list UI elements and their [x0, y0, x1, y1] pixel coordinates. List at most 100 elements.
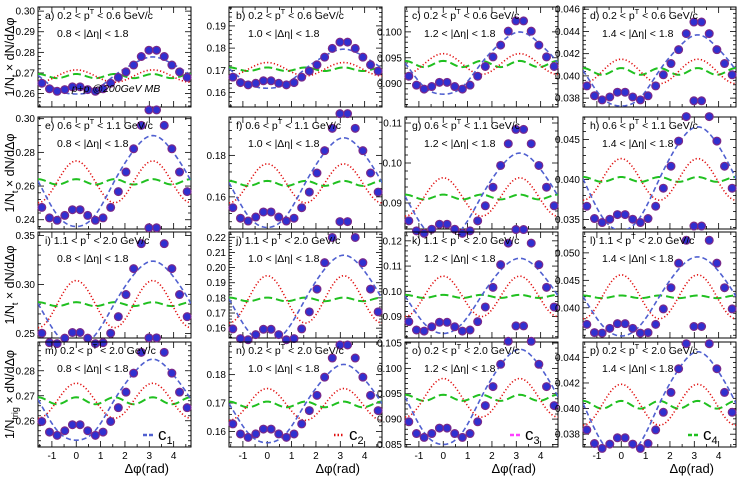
data-point	[597, 443, 607, 453]
eta-range-label: 1.0 < |Δη| < 1.8	[248, 138, 320, 150]
data-point	[37, 328, 47, 338]
data-point	[251, 429, 261, 439]
data-point	[297, 203, 307, 213]
data-point	[427, 224, 437, 234]
data-point	[689, 221, 699, 231]
data-point	[411, 325, 421, 335]
data-point	[434, 317, 444, 327]
panel-j: 0.16 0.17 0.18 0.19 0.20 0.21 0.22 j) 1.1 < pT …	[207, 217, 383, 345]
data-point	[651, 81, 661, 91]
data-point	[281, 216, 291, 226]
y-tick-label: 0.045	[555, 135, 580, 146]
curve-group	[583, 350, 736, 447]
panel-frame	[582, 116, 737, 230]
data-point	[327, 43, 337, 53]
data-point	[37, 416, 47, 426]
data-point	[643, 91, 653, 101]
pt-range-label: i) 1.1 < pT < 2.0 GeV/c	[45, 232, 149, 247]
data-point	[697, 96, 707, 106]
c4-curve	[583, 67, 736, 76]
data-point	[98, 84, 108, 94]
data-point	[712, 45, 722, 55]
y-tick-label: 0.17	[207, 399, 227, 410]
curve-group	[38, 56, 191, 95]
data-point	[450, 224, 460, 234]
x-tick-label: -1	[47, 451, 56, 462]
c2-curve	[405, 176, 558, 218]
data-point	[465, 80, 475, 90]
data-point	[697, 221, 707, 231]
data-point	[704, 235, 714, 245]
data-point	[519, 225, 529, 235]
eta-range-label: 1.4 < |Δη| < 1.8	[602, 138, 674, 150]
data-point	[167, 368, 177, 378]
data-point	[159, 347, 169, 357]
y-tick-label: 0.22	[207, 233, 227, 244]
data-point	[658, 304, 668, 314]
data-point	[281, 432, 291, 442]
data-point	[582, 319, 592, 329]
data-point	[75, 420, 85, 430]
data-point	[235, 334, 245, 344]
data-point	[350, 43, 360, 53]
c2-curve	[38, 382, 191, 420]
data-point	[335, 109, 345, 119]
data-point	[450, 429, 460, 439]
eta-range-label: 0.8 < |Δη| < 1.8	[57, 253, 129, 265]
panel-frame	[37, 116, 192, 230]
y-tick-label: 0.046	[555, 5, 580, 16]
data-point	[720, 387, 730, 397]
eta-range-label: 1.0 < |Δη| < 1.8	[248, 363, 320, 375]
data-point	[720, 283, 730, 293]
data-point	[674, 136, 684, 146]
data-point	[304, 66, 314, 76]
data-point	[534, 359, 544, 369]
data-point	[605, 439, 615, 449]
data-point	[243, 432, 253, 442]
data-point	[658, 407, 668, 417]
y-tick-label: 0.24	[16, 215, 36, 226]
c1-curve	[405, 348, 558, 446]
data-point	[643, 439, 653, 449]
data-point	[106, 202, 116, 212]
pt-range-label: p) 0.2 < pT < 2.0 GeV/c	[590, 342, 698, 357]
data-point	[266, 424, 276, 434]
data-point	[266, 76, 276, 86]
curve-group	[38, 260, 191, 338]
c1-curve	[583, 350, 736, 447]
data-point	[712, 364, 722, 374]
data-point	[175, 67, 185, 77]
data-point	[635, 443, 645, 453]
y-tick-label: 0.30	[16, 280, 36, 291]
data-point	[612, 210, 622, 220]
data-point	[75, 205, 85, 215]
y-tick-label: 0.11	[383, 119, 402, 130]
c1-curve	[229, 254, 382, 338]
data-point	[228, 419, 238, 429]
curve-group	[405, 348, 558, 446]
data-point	[411, 80, 421, 90]
data-point	[366, 60, 376, 70]
data-point	[44, 84, 54, 94]
data-point	[113, 187, 123, 197]
data-point	[175, 167, 185, 177]
data-point	[720, 161, 730, 171]
data-point	[358, 258, 368, 268]
data-point	[419, 228, 429, 238]
data-point	[727, 70, 737, 80]
eta-range-label: 1.2 < |Δη| < 1.8	[424, 363, 496, 375]
data-point	[144, 333, 154, 343]
data-point	[304, 406, 314, 416]
c2-curve	[583, 157, 736, 202]
data-point	[519, 321, 529, 331]
data-point	[281, 80, 291, 90]
data-point	[582, 201, 592, 211]
data-point	[503, 336, 513, 346]
data-point	[52, 430, 62, 440]
data-point	[681, 339, 691, 349]
data-point	[52, 215, 62, 225]
x-tick-label: 3	[692, 451, 698, 462]
data-point	[534, 160, 544, 170]
data-point	[320, 146, 330, 156]
data-point	[373, 406, 383, 416]
